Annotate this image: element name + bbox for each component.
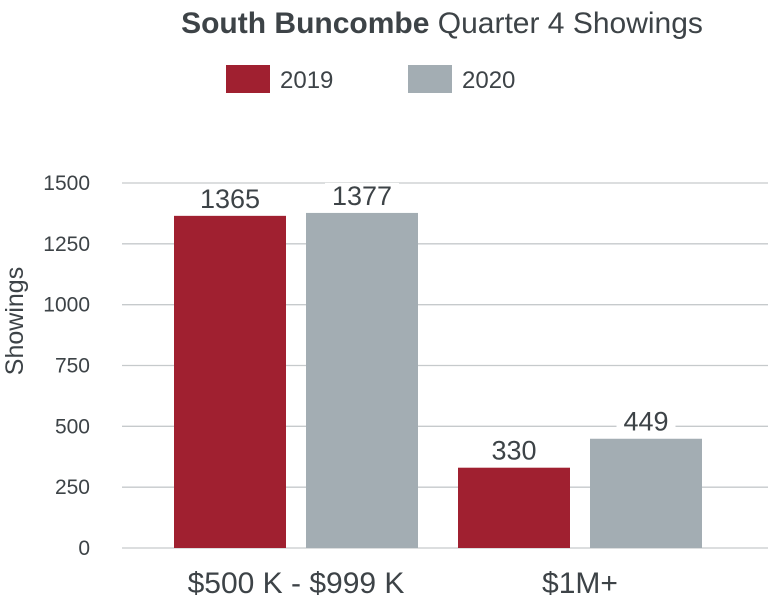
- y-tick-label: 750: [55, 355, 90, 378]
- value-label: 330: [491, 436, 536, 466]
- chart-title-rest: Quarter 4 Showings: [429, 7, 702, 40]
- y-tick-labels: 0 250 500 750 1000 1250 1500: [43, 172, 90, 560]
- y-axis-label: Showings: [1, 267, 29, 375]
- legend-swatch-2019: [226, 65, 270, 93]
- y-tick-label: 0: [78, 537, 90, 560]
- legend-label-2019: 2019: [280, 67, 333, 94]
- y-tick-label: 1000: [43, 294, 90, 317]
- value-label: 449: [623, 407, 668, 437]
- bar-2019-0: [174, 215, 286, 548]
- bars: [174, 212, 702, 548]
- y-tick-label: 500: [55, 415, 90, 438]
- value-label-background: [325, 182, 399, 209]
- legend: 2019 2020: [226, 65, 515, 94]
- bar-2020-1: [590, 438, 702, 548]
- y-tick-label: 1500: [43, 172, 90, 195]
- value-labels: 1365 330 1377 449: [193, 181, 676, 466]
- legend-swatch-2020: [408, 65, 452, 93]
- value-label-background: [193, 185, 267, 212]
- bar-2019-1: [458, 467, 570, 548]
- x-tick-label: $500 K - $999 K: [188, 567, 405, 600]
- chart-title: South Buncombe Quarter 4 Showings: [181, 7, 703, 40]
- y-tick-label: 1250: [43, 233, 90, 256]
- chart-title-bold: South Buncombe: [181, 7, 429, 40]
- value-label: 1377: [332, 181, 392, 211]
- bar-2020-0: [306, 212, 418, 548]
- value-label: 1365: [200, 184, 260, 214]
- value-label-background: [616, 408, 676, 435]
- legend-label-2020: 2020: [462, 67, 515, 94]
- x-tick-labels: $500 K - $999 K $1M+: [188, 567, 618, 600]
- value-label-background: [484, 437, 544, 464]
- y-tick-label: 250: [55, 476, 90, 499]
- x-tick-label: $1M+: [542, 567, 618, 600]
